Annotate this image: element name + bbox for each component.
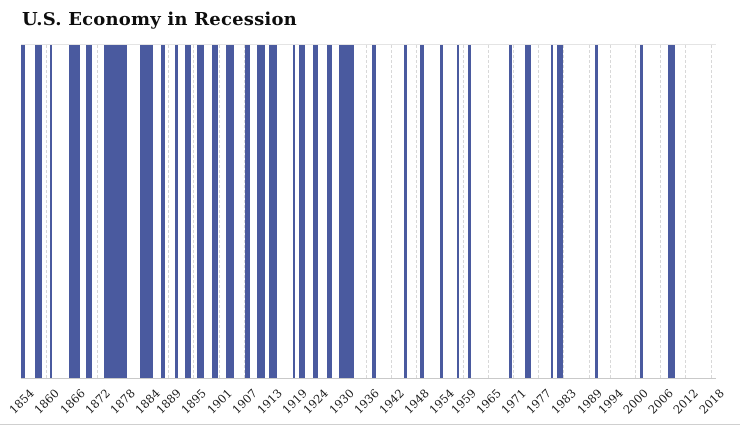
recession-bar: [269, 45, 278, 378]
recession-bar: [371, 45, 376, 378]
recession-bar: [104, 45, 127, 378]
gridline: [168, 45, 170, 378]
gridline: [538, 45, 540, 378]
gridline: [218, 45, 220, 378]
recession-bar: [212, 45, 219, 378]
recession-bar: [456, 45, 460, 378]
recession-bar: [256, 45, 265, 378]
recession-bar: [21, 45, 25, 378]
recession-bar: [225, 45, 234, 378]
recession-bar: [35, 45, 42, 378]
recession-bar: [639, 45, 643, 378]
gridline: [365, 45, 367, 378]
gridline: [512, 45, 514, 378]
recession-bar: [49, 45, 53, 378]
gridline: [416, 45, 418, 378]
recession-bar: [174, 45, 179, 378]
recession-bar: [68, 45, 80, 378]
gridline: [588, 45, 590, 378]
gridline: [243, 45, 245, 378]
x-axis: 1854 1860 1866 1872 1878 1884 1889 1895 1901 1907…: [6, 378, 726, 425]
recession-bar: [245, 45, 250, 378]
recession-bar: [139, 45, 153, 378]
recession-bar: [508, 45, 513, 378]
recession-bar: [312, 45, 318, 378]
recession-bar: [338, 45, 354, 378]
recession-bar: [419, 45, 424, 378]
gridline: [563, 45, 565, 378]
gridline: [487, 45, 489, 378]
recession-bar: [298, 45, 305, 378]
recession-bar: [185, 45, 191, 378]
gridline: [46, 45, 48, 378]
gridline: [634, 45, 636, 378]
gridline: [710, 45, 712, 378]
gridline: [96, 45, 98, 378]
recession-bar: [439, 45, 443, 378]
gridline: [685, 45, 687, 378]
chart-title: U.S. Economy in Recession: [22, 9, 297, 30]
recession-bar: [668, 45, 675, 378]
recession-bar: [404, 45, 407, 378]
plot-area: [21, 44, 716, 378]
recession-bar: [86, 45, 93, 378]
gridline: [660, 45, 662, 378]
recession-bar: [595, 45, 598, 378]
recession-bar: [467, 45, 472, 378]
recession-bar: [197, 45, 204, 378]
recession-bar: [557, 45, 563, 378]
gridline: [609, 45, 611, 378]
gridline: [193, 45, 195, 378]
gridline: [462, 45, 464, 378]
recession-bar: [292, 45, 296, 378]
recession-bar: [525, 45, 531, 378]
recession-bar: [327, 45, 332, 378]
gridline: [391, 45, 392, 378]
recession-bar: [550, 45, 554, 378]
recession-bar: [160, 45, 166, 378]
